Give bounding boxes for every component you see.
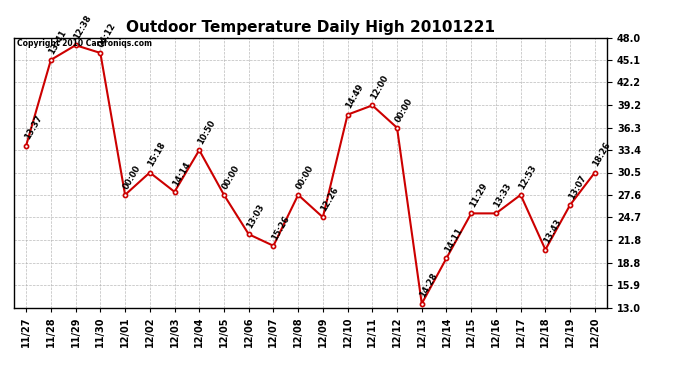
Text: 12:26: 12:26 [319, 185, 340, 213]
Text: 15:18: 15:18 [146, 141, 168, 168]
Text: 14:14: 14:14 [171, 160, 192, 188]
Text: 12:53: 12:53 [517, 163, 538, 191]
Text: 14:28: 14:28 [418, 272, 440, 300]
Text: 13:03: 13:03 [245, 202, 266, 230]
Text: 12:38: 12:38 [72, 13, 93, 41]
Text: 00:00: 00:00 [295, 164, 315, 191]
Text: Copyright 2010 Cartroniqs.com: Copyright 2010 Cartroniqs.com [17, 39, 152, 48]
Text: 13:43: 13:43 [542, 218, 563, 246]
Text: 14:49: 14:49 [344, 83, 365, 111]
Text: 12:00: 12:00 [368, 74, 390, 101]
Text: 15:26: 15:26 [270, 214, 291, 242]
Text: 13:37: 13:37 [23, 114, 43, 141]
Text: 14:11: 14:11 [443, 226, 464, 254]
Text: 04:12: 04:12 [97, 21, 118, 49]
Text: 13:33: 13:33 [492, 182, 513, 209]
Text: 00:00: 00:00 [220, 164, 242, 191]
Title: Outdoor Temperature Daily High 20101221: Outdoor Temperature Daily High 20101221 [126, 20, 495, 35]
Text: 13:07: 13:07 [566, 173, 587, 201]
Text: 13:41: 13:41 [47, 28, 68, 56]
Text: 00:00: 00:00 [121, 164, 142, 191]
Text: 18:26: 18:26 [591, 141, 613, 168]
Text: 00:00: 00:00 [393, 96, 415, 124]
Text: 11:29: 11:29 [468, 182, 489, 209]
Text: 10:50: 10:50 [195, 118, 217, 146]
